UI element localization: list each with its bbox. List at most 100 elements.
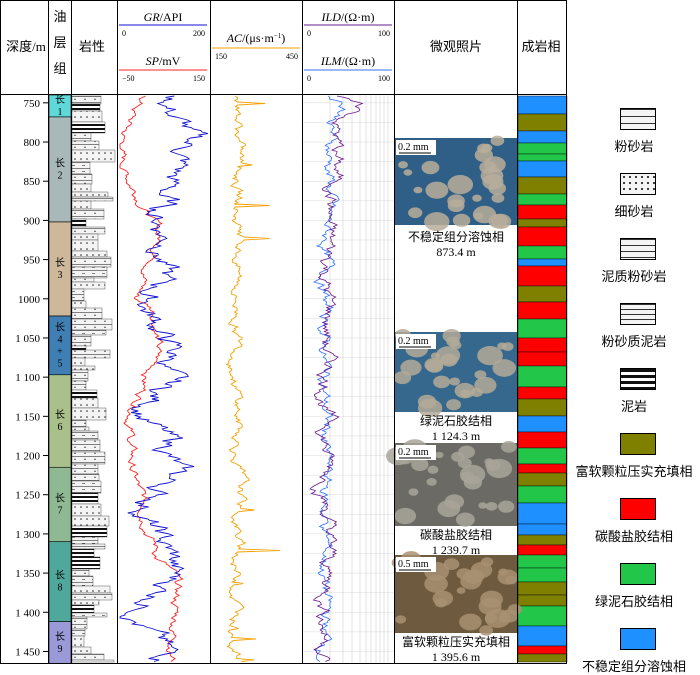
depth-tick-label: 1000: [18, 294, 41, 306]
lithology-bed: [71, 515, 110, 527]
legend-label: 绿泥石胶结相: [594, 595, 673, 610]
ac-max: 450: [286, 52, 298, 61]
lithology-bed: [71, 357, 86, 367]
legend-swatch: [620, 238, 656, 260]
lithology-bed: [71, 635, 85, 648]
lithology-bed: [71, 389, 98, 399]
legend-swatch: [620, 368, 656, 390]
lithology-bed: [71, 318, 113, 331]
lithology-bed: [71, 407, 107, 421]
lithology-bed: [71, 173, 93, 185]
depth-axis: 750 800 850 900 950 1000 1 050 1 100 1 150 1 200 1…: [15, 98, 48, 658]
lithology-bed: [71, 349, 111, 359]
depth-tick-label: 1 050: [15, 333, 40, 345]
micro-photo: 0.5 mm: [391, 551, 523, 636]
legend: 粉砂岩 细砂岩 泥质粉砂岩 粉砂质泥岩 泥岩 富软颗粒压实充填相 碳酸盐胶结相 绿泥石胶结相不…: [568, 0, 700, 675]
ac-min: 150: [215, 52, 227, 61]
log-curves: [119, 95, 364, 662]
lithology-bed: [71, 226, 106, 235]
lithology-bed: [71, 239, 99, 252]
facies-interval: [517, 581, 568, 596]
lithology-bed: [71, 646, 92, 655]
facies-interval: [517, 337, 568, 353]
lithology-column: [71, 95, 116, 663]
lithology-bed: [71, 659, 115, 663]
lithology-bed: [71, 345, 87, 351]
facies-interval: [517, 365, 568, 388]
facies-interval: [517, 605, 568, 627]
photo-caption: 绿泥石胶结相: [420, 413, 492, 428]
depth-tick-label: 1 450: [15, 646, 40, 658]
facies-interval: [517, 485, 568, 504]
lithology-bed: [71, 419, 87, 428]
facies-interval: [517, 472, 568, 487]
ild-title: ILD/(Ω·m): [321, 10, 375, 24]
photo-caption: 不稳定组分溶蚀相: [408, 229, 504, 244]
facies-header: 成岩相: [521, 39, 560, 54]
facies-interval: [517, 544, 568, 556]
lithology-bed: [71, 110, 103, 123]
photo-depth: 873.4 m: [436, 245, 476, 259]
lithology-bed: [71, 439, 101, 453]
legend-swatch: [620, 498, 656, 520]
legend-label: 碳酸盐胶结相: [594, 530, 673, 545]
layer-column: 长 1 长 2 长 3 长 4 +5 长 6 长 7 长 8 长 9: [48, 94, 72, 664]
legend-label: 泥质粉砂岩: [601, 270, 667, 285]
micro-photo: 0.2 mm: [393, 328, 517, 418]
facies-interval: [517, 142, 568, 155]
lithology-bed: [71, 329, 107, 336]
facies-interval: [517, 534, 568, 546]
lithology-bed: [71, 568, 90, 577]
photo-depth: 1 239.7 m: [432, 543, 481, 557]
lithology-bed: [71, 426, 90, 432]
lithology-bed: [71, 473, 100, 482]
photo-scale: 0.2 mm: [398, 142, 429, 153]
lithology-bed: [71, 575, 94, 587]
lithology-bed: [71, 380, 87, 391]
lithology-bed: [71, 103, 101, 112]
sp-max: 150: [193, 74, 205, 83]
facies-interval: [517, 245, 568, 260]
ild-max: 100: [378, 29, 390, 38]
depth-tick-label: 750: [24, 98, 41, 110]
lithology-bed: [71, 548, 95, 558]
legend-label: 粉砂岩: [614, 140, 654, 155]
lithology-bed: [71, 208, 105, 220]
lithology-bed: [71, 300, 87, 309]
photo-depth: 1 395.6 m: [432, 650, 481, 664]
lithology-bed: [71, 604, 95, 614]
lithology-bed: [71, 95, 102, 105]
lithology-bed: [71, 536, 99, 545]
lithology-bed: [71, 132, 92, 142]
depth-tick-label: 950: [24, 255, 41, 267]
depth-tick-label: 1 400: [15, 607, 40, 619]
depth-tick-label: 1 100: [15, 372, 40, 384]
legend-swatch: [620, 108, 656, 130]
lithology-bed: [71, 612, 108, 618]
facies-interval: [517, 285, 568, 303]
lithology-bed: [71, 616, 88, 630]
facies-interval: [517, 176, 568, 195]
facies-interval: [517, 204, 568, 220]
lithology-bed: [71, 196, 114, 202]
facies-interval: [517, 113, 568, 132]
photo-scale: 0.2 mm: [398, 336, 429, 347]
gr-curve: [119, 95, 209, 662]
lithology-header: 岩性: [79, 39, 105, 54]
lithology-bed: [71, 191, 109, 198]
ac-title: AC/(μs·m−1): [226, 31, 286, 45]
depth-tick-label: 850: [24, 176, 41, 188]
photo-caption: 富软颗粒压实充填相: [402, 634, 510, 649]
lithology-bed: [71, 451, 106, 465]
lithology-bed: [71, 250, 108, 258]
sp-title: SP/mV: [146, 54, 181, 68]
facies-interval: [517, 463, 568, 474]
facies-interval: [517, 153, 568, 162]
lithology-bed: [71, 121, 106, 134]
lithology-bed: [71, 233, 99, 241]
facies-interval: [517, 226, 568, 247]
layer-label: 长 4 +5: [55, 321, 65, 369]
lithology-bed: [71, 397, 99, 409]
